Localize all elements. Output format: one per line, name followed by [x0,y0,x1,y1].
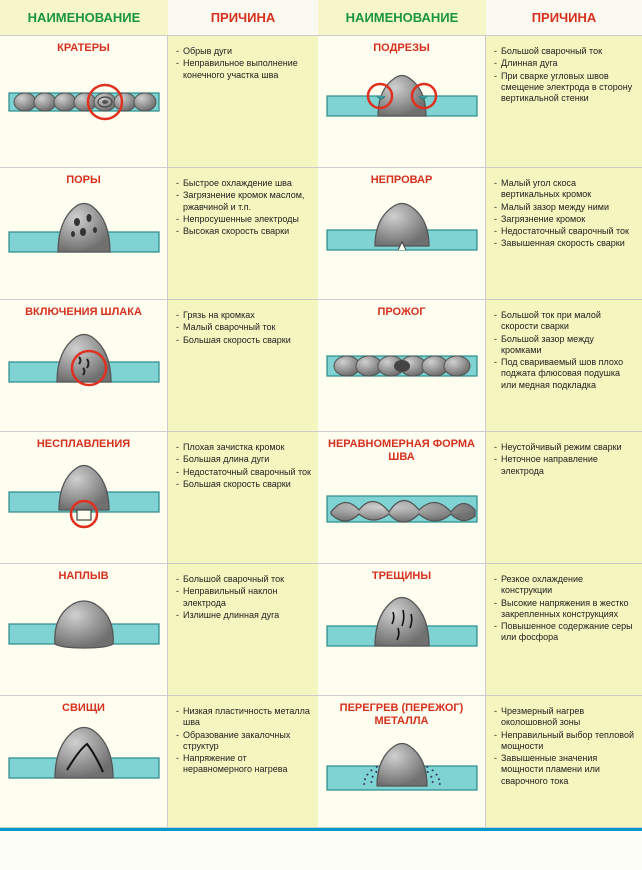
infographic-page: НАИМЕНОВАНИЕ ПРИЧИНА НАИМЕНОВАНИЕ ПРИЧИН… [0,0,642,831]
defect-grid: НАИМЕНОВАНИЕ ПРИЧИНА НАИМЕНОВАНИЕ ПРИЧИН… [0,0,639,828]
defect-title: ПРОЖОГ [322,306,481,320]
cause-item: -Большой сварочный ток [494,46,636,57]
cause-item: -При сварке угловых швов смещение электр… [494,71,636,105]
cause-item: -Неустойчивый режим сварки [494,442,636,453]
defect-title: КРАТЕРЫ [4,42,163,56]
cause-item: -Грязь на кромках [176,310,312,321]
header-cause-2: ПРИЧИНА [486,0,642,36]
cause-item: -Большой ток при малой скорости сварки [494,310,636,333]
cause-item: -Неправильное выполнение конечного участ… [176,58,312,81]
cause-item: -Излишне длинная дуга [176,610,312,621]
cause-item: -Повышенное содержание серы или фосфора [494,621,636,644]
cause-item: -Неправильный выбор тепловой мощности [494,730,636,753]
cause-item: -Плохая зачистка кромок [176,442,312,453]
defect-title: ТРЕЩИНЫ [322,570,481,584]
cause-item: -Длинная дуга [494,58,636,69]
defect-title: СВИЩИ [4,702,163,716]
defect-cause-cell: -Грязь на кромках-Малый сварочный ток -Бо… [168,300,318,432]
cause-item: -Большая длина дуги [176,454,312,465]
header-name-2: НАИМЕНОВАНИЕ [318,0,486,36]
defect-cause-cell: -Обрыв дуги-Неправильное выполнение коне… [168,36,318,168]
defect-title: НЕСПЛАВЛЕНИЯ [4,438,163,452]
defect-title: НЕПРОВАР [322,174,481,188]
defect-cause-cell: -Быстрое охлаждение шва-Загрязнение кром… [168,168,318,300]
cause-item: -Под свариваемый шов плохо поджата флюсо… [494,357,636,391]
defect-cause-cell: -Неустойчивый режим сварки-Неточное напр… [486,432,642,564]
cause-item: -Быстрое охлаждение шва [176,178,312,189]
defect-diagram [7,60,161,138]
defect-cause-cell: -Малый угол скоса вертикальных кромок-Ма… [486,168,642,300]
defect-name-cell: ВКЛЮЧЕНИЯ ШЛАКА [0,300,168,432]
defect-title: НЕРАВНОМЕРНАЯ ФОРМА ШВА [322,438,481,464]
defect-name-cell: ПОРЫ [0,168,168,300]
defect-diagram [325,588,479,666]
cause-item: -Образование закалочных структур [176,730,312,753]
cause-item: -Большая скорость сварки [176,335,312,346]
cause-item: -Высокая скорость сварки [176,226,312,237]
cause-item: -Загрязнение кромок [494,214,636,225]
cause-item: -Неправильный наклон электрода [176,586,312,609]
defect-name-cell: НЕПРОВАР [318,168,486,300]
cause-item: -Завышенная скорость сварки [494,238,636,249]
cause-item: -Недостаточный сварочный ток [176,467,312,478]
defect-diagram [325,732,479,810]
defect-diagram [325,192,479,270]
defect-name-cell: НЕРАВНОМЕРНАЯ ФОРМА ШВА [318,432,486,564]
defect-diagram [7,324,161,402]
cause-item: -Неточное направление электрода [494,454,636,477]
cause-item: -Обрыв дуги [176,46,312,57]
cause-item: -Резкое охлаждение конструкции [494,574,636,597]
defect-cause-cell: -Большой сварочный ток-Неправильный накл… [168,564,318,696]
defect-name-cell: СВИЩИ [0,696,168,828]
cause-item: -Завышенные значения мощности пламени ил… [494,753,636,787]
header-name-1: НАИМЕНОВАНИЕ [0,0,168,36]
defect-cause-cell: -Большой ток при малой скорости сварки-Б… [486,300,642,432]
cause-item: -Малый зазор между ними [494,202,636,213]
defect-diagram [7,456,161,534]
defect-name-cell: НАПЛЫВ [0,564,168,696]
cause-item: -Малый угол скоса вертикальных кромок [494,178,636,201]
cause-item: -Чрезмерный нагрев околошовной зоны [494,706,636,729]
cause-item: -Недостаточный сварочный ток [494,226,636,237]
defect-name-cell: ТРЕЩИНЫ [318,564,486,696]
cause-item: -Малый сварочный ток [176,322,312,333]
defect-title: ПОРЫ [4,174,163,188]
defect-title: ПЕРЕГРЕВ (ПЕРЕЖОГ) МЕТАЛЛА [322,702,481,728]
defect-cause-cell: -Большой сварочный ток-Длинная дуга -При … [486,36,642,168]
defect-diagram [7,192,161,270]
defect-name-cell: ПРОЖОГ [318,300,486,432]
defect-cause-cell: -Чрезмерный нагрев околошовной зоны-Непр… [486,696,642,828]
defect-title: НАПЛЫВ [4,570,163,584]
defect-cause-cell: -Низкая пластичность металла шва-Образов… [168,696,318,828]
defect-name-cell: ПЕРЕГРЕВ (ПЕРЕЖОГ) МЕТАЛЛА [318,696,486,828]
cause-item: -Низкая пластичность металла шва [176,706,312,729]
defect-title: ПОДРЕЗЫ [322,42,481,56]
defect-cause-cell: -Резкое охлаждение конструкции-Высокие н… [486,564,642,696]
defect-diagram [7,588,161,666]
defect-diagram [325,324,479,402]
defect-name-cell: НЕСПЛАВЛЕНИЯ [0,432,168,564]
defect-cause-cell: -Плохая зачистка кромок-Большая длина ду… [168,432,318,564]
cause-item: -Высокие напряжения в жестко закрепленны… [494,598,636,621]
cause-item: -Непросушенные электроды [176,214,312,225]
header-cause-1: ПРИЧИНА [168,0,318,36]
cause-item: -Напряжение от неравномерного нагрева [176,753,312,776]
defect-title: ВКЛЮЧЕНИЯ ШЛАКА [4,306,163,320]
cause-item: -Большой сварочный ток [176,574,312,585]
defect-diagram [325,60,479,138]
defect-diagram [7,720,161,798]
cause-item: -Загрязнение кромок маслом, ржавчиной и … [176,190,312,213]
cause-item: -Большой зазор между кромками [494,334,636,357]
defect-name-cell: КРАТЕРЫ [0,36,168,168]
defect-diagram [325,468,479,546]
defect-name-cell: ПОДРЕЗЫ [318,36,486,168]
cause-item: -Большая скорость сварки [176,479,312,490]
